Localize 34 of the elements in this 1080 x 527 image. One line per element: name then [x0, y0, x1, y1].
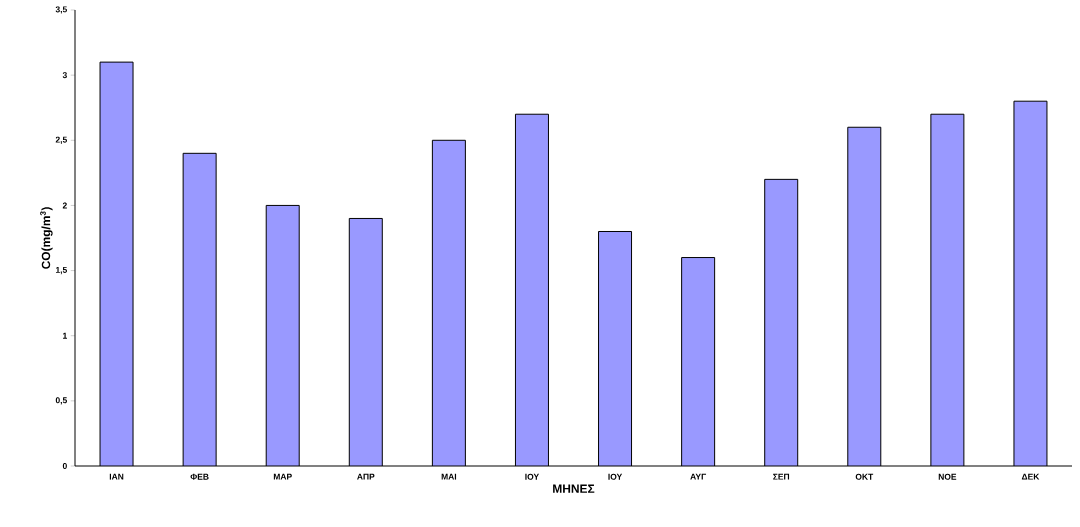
bar [681, 257, 715, 466]
y-tick-label: 1,5 [55, 267, 67, 275]
y-tick-label: 0 [62, 463, 67, 469]
x-tick-label: ΣΕΠ [773, 473, 790, 480]
bar [432, 140, 466, 466]
x-tick-label: ΑΥΓ [690, 473, 707, 480]
bar [100, 62, 134, 466]
x-axis-title: ΜΗΝΕΣ [553, 484, 595, 493]
x-tick-label: ΜΑΡ [273, 473, 292, 480]
x-tick-label: ΝΟΕ [938, 473, 957, 480]
x-tick-label: ΑΠΡ [357, 473, 375, 480]
bar [349, 218, 383, 466]
bar [598, 231, 632, 466]
bar [1013, 100, 1048, 466]
bar [266, 205, 300, 466]
x-tick-label: ΔΕΚ [1021, 473, 1040, 480]
bar [930, 114, 964, 466]
x-tick-label: ΙΑΝ [109, 473, 124, 480]
x-tick-label: ΜΑΙ [441, 473, 457, 480]
bar [847, 127, 881, 466]
bar [764, 179, 798, 466]
y-tick-label: 3 [62, 72, 67, 79]
bar [515, 114, 549, 466]
y-tick-label: 1 [63, 332, 67, 339]
bar [183, 153, 217, 466]
y-tick-label: 2,5 [55, 136, 67, 144]
y-tick-label: 0,5 [55, 397, 67, 405]
y-tick-label: 2 [62, 202, 67, 209]
x-tick-label: ΟΚΤ [855, 473, 874, 480]
y-tick-label: 3,5 [55, 6, 67, 14]
x-tick-label: ΙΟΥ [525, 473, 540, 480]
x-tick-label: ΦΕΒ [190, 473, 209, 480]
x-tick-label: ΙΟΥ [608, 473, 623, 480]
y-axis-title: CO(mg/m$^{3}$) [40, 207, 53, 269]
